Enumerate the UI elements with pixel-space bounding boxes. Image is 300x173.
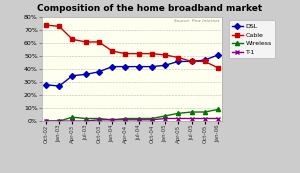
DSL <box>137 66 140 68</box>
Line: DSL: DSL <box>44 53 220 88</box>
Wireless <box>190 111 194 113</box>
DSL <box>70 75 74 77</box>
T-1 <box>163 117 167 120</box>
Wireless <box>57 120 61 122</box>
DSL <box>163 64 167 66</box>
DSL <box>190 60 194 62</box>
Wireless <box>137 117 140 120</box>
Cable <box>137 53 140 55</box>
Wireless <box>84 117 88 120</box>
Line: Cable: Cable <box>44 23 220 70</box>
Cable <box>163 54 167 56</box>
Cable <box>70 38 74 40</box>
Legend: DSL, Cable, Wireless, T-1: DSL, Cable, Wireless, T-1 <box>229 20 275 58</box>
Wireless <box>124 117 127 120</box>
Wireless <box>176 112 180 114</box>
T-1 <box>84 120 88 122</box>
T-1 <box>150 119 154 121</box>
Line: T-1: T-1 <box>44 116 220 123</box>
Text: Composition of the home broadband market: Composition of the home broadband market <box>38 4 262 13</box>
T-1 <box>216 117 220 120</box>
DSL <box>124 66 127 68</box>
T-1 <box>97 119 101 121</box>
Line: Wireless: Wireless <box>44 107 220 123</box>
Cable <box>84 41 88 43</box>
DSL <box>216 54 220 56</box>
Cable <box>97 41 101 43</box>
Cable <box>203 60 207 62</box>
Cable <box>110 50 114 52</box>
Cable <box>150 53 154 55</box>
Cable <box>190 60 194 62</box>
DSL <box>84 73 88 75</box>
Wireless <box>216 108 220 111</box>
DSL <box>176 60 180 62</box>
DSL <box>110 66 114 68</box>
Cable <box>57 25 61 28</box>
T-1 <box>124 119 127 121</box>
Wireless <box>150 117 154 120</box>
Wireless <box>163 115 167 117</box>
T-1 <box>190 117 194 120</box>
T-1 <box>57 120 61 122</box>
DSL <box>97 71 101 73</box>
T-1 <box>176 117 180 120</box>
T-1 <box>137 119 140 121</box>
Cable <box>176 57 180 59</box>
DSL <box>203 59 207 61</box>
Wireless <box>70 116 74 118</box>
T-1 <box>110 119 114 121</box>
Text: Source: Pew Internet: Source: Pew Internet <box>175 19 220 23</box>
Cable <box>216 67 220 69</box>
DSL <box>57 85 61 87</box>
Wireless <box>97 117 101 120</box>
T-1 <box>44 120 48 122</box>
DSL <box>150 66 154 68</box>
T-1 <box>203 117 207 120</box>
T-1 <box>70 120 74 122</box>
Wireless <box>203 111 207 113</box>
Cable <box>124 53 127 55</box>
Wireless <box>110 119 114 121</box>
Cable <box>44 24 48 26</box>
Wireless <box>44 120 48 122</box>
DSL <box>44 84 48 86</box>
